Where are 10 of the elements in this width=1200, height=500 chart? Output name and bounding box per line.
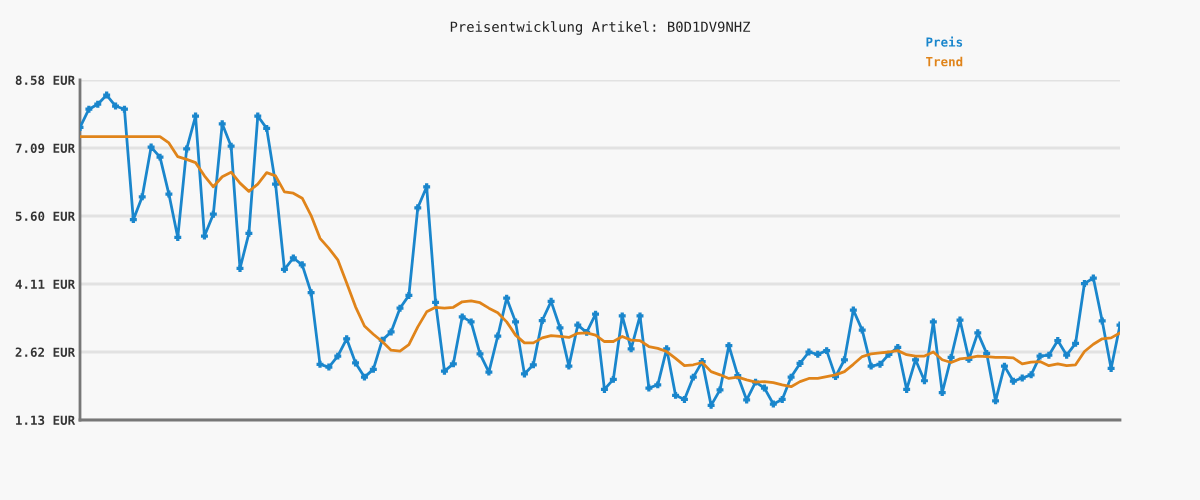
y-tick-label: 1.13 EUR	[16, 415, 76, 425]
chart-title: Preisentwicklung Artikel: B0D1DV9NHZ	[450, 21, 751, 35]
text: Trend	[926, 56, 963, 67]
line-series	[80, 135, 1120, 389]
text: Preis	[926, 36, 963, 47]
y-tick-label: 8.58 EUR	[15, 75, 76, 85]
y-tick-label: 2.62 EUR	[15, 347, 76, 357]
y-tick-label: 7.09 EUR	[15, 143, 76, 153]
y-tick-label: 5.60 EUR	[15, 211, 76, 221]
y-tick-label: 4.11 EUR	[15, 279, 76, 289]
